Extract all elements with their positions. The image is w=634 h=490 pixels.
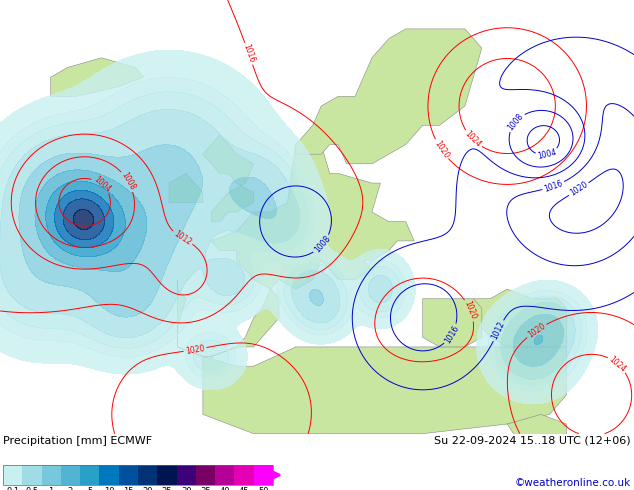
Text: 1008: 1008	[119, 171, 137, 192]
Polygon shape	[296, 29, 482, 164]
Text: 1004: 1004	[536, 147, 557, 161]
Text: 0.1: 0.1	[6, 487, 19, 490]
Text: 45: 45	[239, 487, 249, 490]
Text: 10: 10	[104, 487, 114, 490]
Polygon shape	[474, 289, 566, 347]
Bar	[80, 465, 100, 486]
Bar	[100, 465, 119, 486]
Text: 1020: 1020	[568, 180, 590, 198]
Text: 1016: 1016	[443, 324, 460, 345]
Polygon shape	[169, 173, 203, 202]
Bar	[196, 465, 215, 486]
Bar	[22, 465, 42, 486]
Bar	[3, 465, 22, 486]
Text: ©weatheronline.co.uk: ©weatheronline.co.uk	[515, 478, 631, 488]
Text: 50: 50	[258, 487, 269, 490]
Text: 1008: 1008	[313, 234, 332, 255]
Text: Su 22-09-2024 15..18 UTC (12+06): Su 22-09-2024 15..18 UTC (12+06)	[434, 436, 631, 446]
Text: 1024: 1024	[463, 129, 482, 149]
Polygon shape	[178, 145, 414, 357]
Text: 0.5: 0.5	[25, 487, 39, 490]
Text: 1016: 1016	[543, 179, 564, 194]
Text: 1016: 1016	[242, 43, 256, 64]
Text: 2: 2	[68, 487, 73, 490]
Text: 1020: 1020	[185, 343, 205, 356]
Polygon shape	[203, 347, 566, 434]
Polygon shape	[203, 135, 254, 221]
Text: 1020: 1020	[526, 321, 547, 340]
Polygon shape	[507, 415, 566, 490]
Bar	[61, 465, 80, 486]
Text: 20: 20	[143, 487, 153, 490]
Bar	[215, 465, 235, 486]
Text: 40: 40	[219, 487, 230, 490]
Bar	[3, 465, 273, 486]
Polygon shape	[51, 58, 144, 97]
Text: 1008: 1008	[506, 112, 526, 132]
Text: 5: 5	[87, 487, 93, 490]
Text: 1012: 1012	[490, 320, 507, 341]
Text: 25: 25	[162, 487, 172, 490]
Text: 1004: 1004	[91, 175, 112, 195]
Text: 30: 30	[181, 487, 191, 490]
Text: 1012: 1012	[172, 229, 193, 247]
Bar	[42, 465, 61, 486]
Bar	[254, 465, 273, 486]
Bar	[157, 465, 177, 486]
Text: 1020: 1020	[432, 139, 450, 160]
Text: 1020: 1020	[462, 300, 478, 321]
Text: 1024: 1024	[607, 354, 628, 374]
Polygon shape	[423, 299, 482, 347]
Text: 15: 15	[123, 487, 134, 490]
Bar	[177, 465, 196, 486]
Text: 35: 35	[200, 487, 211, 490]
Bar	[119, 465, 138, 486]
Text: 1: 1	[49, 487, 54, 490]
Bar	[138, 465, 157, 486]
Bar	[235, 465, 254, 486]
Text: Precipitation [mm] ECMWF: Precipitation [mm] ECMWF	[3, 436, 152, 446]
